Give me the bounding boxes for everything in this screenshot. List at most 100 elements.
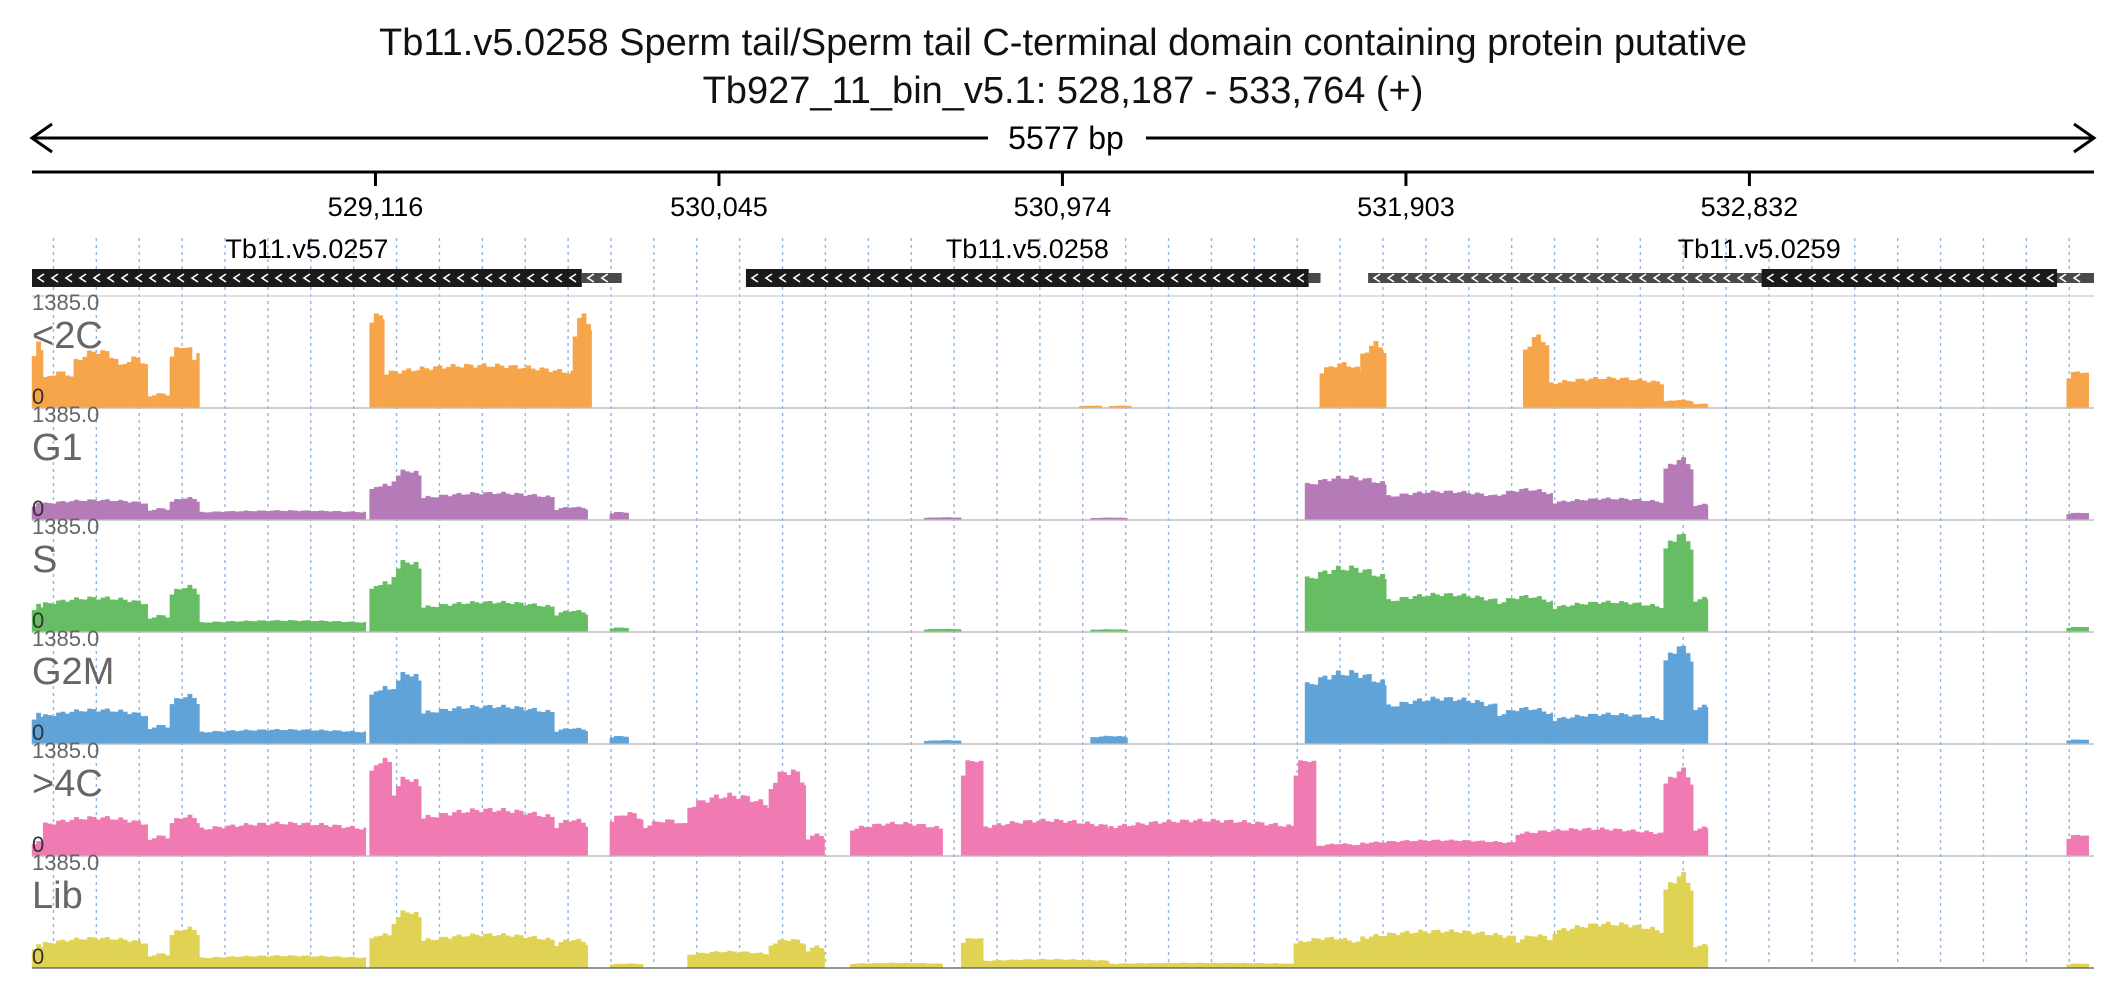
coverage-bar — [1641, 380, 1647, 409]
coverage-bar — [1627, 500, 1633, 521]
strand-chevron-icon — [876, 273, 885, 283]
coverage-bar — [1358, 480, 1363, 521]
coverage-bar — [274, 955, 280, 969]
coverage-bar — [323, 511, 329, 521]
coverage-bar — [1421, 596, 1427, 633]
coverage-bar — [1479, 493, 1485, 521]
coverage-bar — [1080, 960, 1086, 969]
coverage-bar — [1403, 702, 1409, 745]
coverage-bar — [1528, 710, 1533, 745]
coverage-bar — [700, 800, 706, 857]
coverage-bar — [345, 511, 351, 521]
coverage-bar — [1023, 959, 1028, 969]
coverage-bar — [1098, 824, 1104, 857]
coverage-bar — [305, 955, 311, 969]
coverage-bar — [1162, 822, 1167, 857]
coverage-bar — [1108, 963, 1114, 969]
coverage-bar — [270, 955, 276, 969]
coverage-bar — [456, 934, 462, 969]
gene-feature[interactable]: Tb11.v5.0258 — [745, 234, 1321, 287]
coverage-bar — [570, 370, 574, 409]
coverage-bar — [1523, 707, 1529, 745]
coverage-bar — [410, 371, 416, 409]
coverage-bar — [934, 963, 940, 969]
coverage-bar — [424, 368, 429, 409]
coverage-bar — [1067, 959, 1073, 969]
coverage-bar — [156, 393, 162, 409]
coverage-bar — [1386, 840, 1392, 857]
coverage-bar — [252, 825, 258, 857]
gene-feature[interactable]: Tb11.v5.0257 — [32, 234, 622, 287]
coverage-bar — [1175, 963, 1181, 969]
strand-chevron-icon — [1100, 273, 1109, 283]
coverage-bar — [1395, 935, 1401, 969]
coverage-bar — [1417, 594, 1423, 633]
coverage-bar — [1655, 381, 1661, 409]
coverage-bar — [160, 835, 166, 857]
coverage-bar — [78, 360, 83, 409]
coverage-bar — [907, 962, 913, 969]
coverage-bar — [474, 706, 480, 745]
coverage-bar — [1579, 716, 1584, 745]
coverage-bar — [156, 615, 162, 633]
coverage-bar — [256, 729, 262, 745]
coverage-bar — [2079, 513, 2085, 521]
coverage-bar — [1375, 682, 1381, 745]
coverage-bar — [1246, 822, 1252, 857]
coverage-bar — [669, 819, 675, 857]
coverage-bar — [1349, 475, 1354, 521]
strand-chevron-icon — [1540, 273, 1549, 283]
coverage-bar — [87, 937, 93, 969]
coverage-bar — [1583, 604, 1589, 633]
coverage-bar — [2084, 372, 2090, 409]
coverage-bar — [239, 621, 245, 633]
coverage-bar — [1690, 661, 1694, 745]
coverage-bar — [1157, 823, 1163, 857]
coverage-bar — [571, 728, 577, 745]
coverage-bar — [459, 367, 465, 409]
track-max-label: 1385.0 — [32, 290, 99, 315]
coverage-bar — [319, 620, 324, 633]
coverage-bar — [1632, 714, 1638, 745]
coverage-bar — [382, 483, 388, 521]
coverage-bar — [1219, 963, 1225, 969]
coverage-bar — [230, 824, 236, 857]
coverage-bar — [1286, 824, 1292, 857]
coverage-bar — [274, 510, 280, 521]
coverage-bar — [925, 963, 931, 969]
coverage-bar — [2066, 514, 2072, 521]
coverage-bar — [1380, 679, 1386, 745]
gene-cds — [1761, 269, 2058, 287]
coverage-bar — [261, 955, 267, 969]
coverage-bar — [443, 708, 449, 745]
coverage-bar — [1346, 844, 1352, 857]
coverage-bar — [165, 955, 171, 969]
coverage-bar — [1409, 933, 1414, 969]
coverage-bar — [78, 939, 84, 969]
coverage-bar — [183, 498, 188, 521]
coverage-bar — [1408, 598, 1414, 633]
coverage-bar — [700, 952, 706, 969]
coverage-bar — [363, 731, 367, 745]
coverage-bar — [1510, 598, 1516, 633]
coverage-bar — [350, 956, 355, 969]
coverage-bar — [1501, 494, 1507, 521]
coverage-bar — [740, 951, 746, 969]
coverage-bar — [314, 621, 320, 633]
coverage-bar — [409, 781, 415, 857]
coverage-bar — [47, 942, 53, 969]
coverage-bar — [1676, 460, 1682, 521]
coverage-bar — [1462, 839, 1468, 857]
coverage-bar — [517, 368, 523, 409]
coverage-bar — [464, 363, 469, 409]
coverage-bar — [248, 956, 253, 969]
coverage-bar — [296, 621, 302, 633]
coverage-bar — [1210, 962, 1216, 969]
coverage-bar — [1623, 924, 1629, 969]
gene-feature[interactable]: Tb11.v5.0259 — [1368, 234, 2094, 287]
coverage-bar — [509, 494, 515, 521]
coverage-bar — [987, 961, 993, 969]
coverage-bar — [1331, 675, 1337, 745]
strand-chevron-icon — [218, 273, 227, 283]
coverage-bar — [409, 472, 415, 521]
